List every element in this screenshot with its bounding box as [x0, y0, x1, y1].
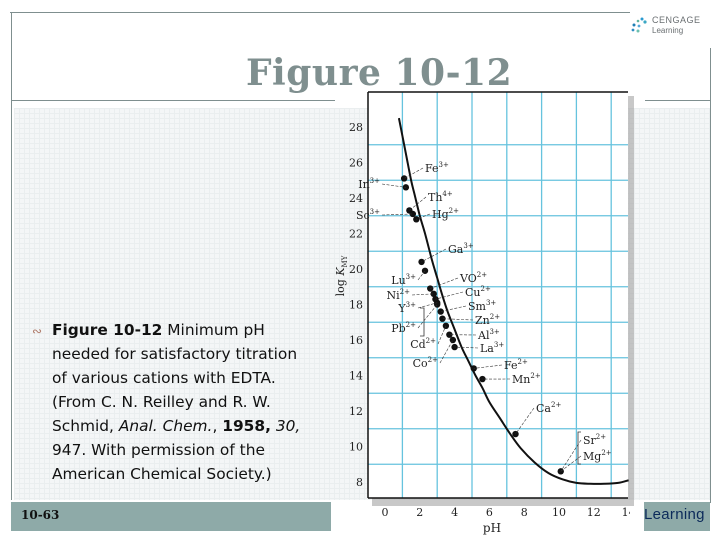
slide-frame-right [710, 48, 711, 503]
cation-point [403, 184, 409, 190]
cengage-logo: CENGAGE Learning [628, 12, 718, 38]
slide-frame-left [11, 12, 12, 500]
figure-caption: ∾ Figure 10-12 Minimum pH needed for sat… [34, 318, 334, 486]
x-tick-label: 10 [552, 506, 566, 519]
title-divider-right [645, 100, 710, 101]
caption-line: (From C. N. Reilley and R. W. [34, 390, 334, 414]
x-tick-labels: 0 2 4 6 8 10 12 14 [382, 506, 631, 519]
y-tick-label: 14 [349, 370, 363, 383]
x-axis-label: pH [483, 521, 501, 535]
caption-line: of various cations with EDTA. [34, 366, 334, 390]
cation-point [434, 301, 440, 307]
x-tick-label: 14 [622, 506, 630, 519]
title-divider-left [11, 100, 335, 101]
caption-line: 947. With permission of the [34, 438, 334, 462]
cation-point [471, 365, 477, 371]
y-tick-label: 26 [349, 157, 363, 170]
logo-subtitle: Learning [652, 26, 683, 35]
y-tick-label: 28 [349, 121, 363, 134]
x-tick-label: 12 [587, 506, 601, 519]
cation-point [422, 268, 428, 274]
cation-point [451, 344, 457, 350]
cation-point [418, 259, 424, 265]
x-tick-label: 8 [521, 506, 528, 519]
cengage-dots-icon [630, 16, 648, 34]
caption-line: Figure 10-12 Minimum pH [34, 318, 334, 342]
x-tick-label: 4 [451, 506, 458, 519]
caption-line: American Chemical Society.) [34, 462, 334, 486]
y-tick-label: 12 [349, 405, 363, 418]
x-tick-label: 0 [382, 506, 389, 519]
cation-point [427, 285, 433, 291]
svg-text:log KMY: log KMY [334, 255, 349, 296]
cation-point [443, 323, 449, 329]
slide-frame-top [10, 12, 630, 13]
y-tick-label: 10 [349, 441, 363, 454]
x-tick-label: 6 [486, 506, 493, 519]
y-tick-label: 18 [349, 299, 363, 312]
cation-point [437, 308, 443, 314]
y-tick-label: 22 [349, 228, 363, 241]
decorative-bullet-icon: ∾ [32, 319, 42, 343]
y-tick-label: 16 [349, 334, 363, 347]
slide-number: 10-63 [21, 508, 59, 522]
y-tick-label: 8 [356, 476, 363, 489]
cation-point [450, 337, 456, 343]
x-tick-label: 2 [416, 506, 423, 519]
footer-brand: Learning [644, 506, 705, 523]
caption-line: Schmid, Anal. Chem., 1958, 30, [34, 414, 334, 438]
y-tick-label: 24 [349, 192, 363, 205]
cation-point [401, 175, 407, 181]
footer-bar-right: Learning [644, 502, 710, 531]
y-tick-label: 20 [349, 263, 363, 276]
y-axis-label: log KMY [334, 255, 349, 296]
logo-name: CENGAGE [652, 15, 701, 25]
caption-line: needed for satisfactory titration [34, 342, 334, 366]
caption-figure-ref: Figure 10-12 [52, 321, 162, 339]
footer-bar: 10-63 [11, 502, 331, 531]
y-tick-labels: 8 10 12 14 16 18 20 22 24 26 28 [349, 121, 363, 489]
